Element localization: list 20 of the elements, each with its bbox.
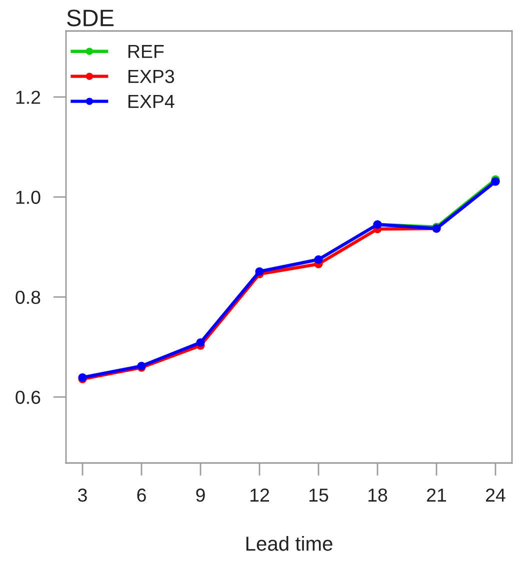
point — [196, 338, 205, 347]
y-tick-label: 0.6 — [16, 390, 40, 404]
x-tick-label: 12 — [250, 488, 269, 502]
point — [255, 267, 264, 276]
legend-label: EXP3 — [128, 70, 174, 84]
x-tick-label: 15 — [310, 488, 328, 502]
y-tick-label: 1.0 — [16, 190, 40, 204]
x-tick-label: 6 — [137, 488, 146, 502]
x-tick-label: 24 — [486, 488, 506, 502]
legend-label: REF — [128, 45, 164, 58]
legend-label: EXP4 — [128, 94, 174, 108]
point — [314, 255, 323, 264]
y-tick-label: 1.2 — [16, 90, 40, 104]
x-tick-label: 9 — [196, 488, 205, 502]
x-tick-label: 21 — [427, 488, 446, 502]
x-tick-label: 3 — [78, 488, 87, 502]
x-axis-title: Lead time — [246, 536, 332, 551]
chart-title: SDE — [67, 10, 114, 26]
y-tick-label: 0.8 — [16, 290, 40, 304]
x-tick-label: 18 — [368, 488, 388, 502]
